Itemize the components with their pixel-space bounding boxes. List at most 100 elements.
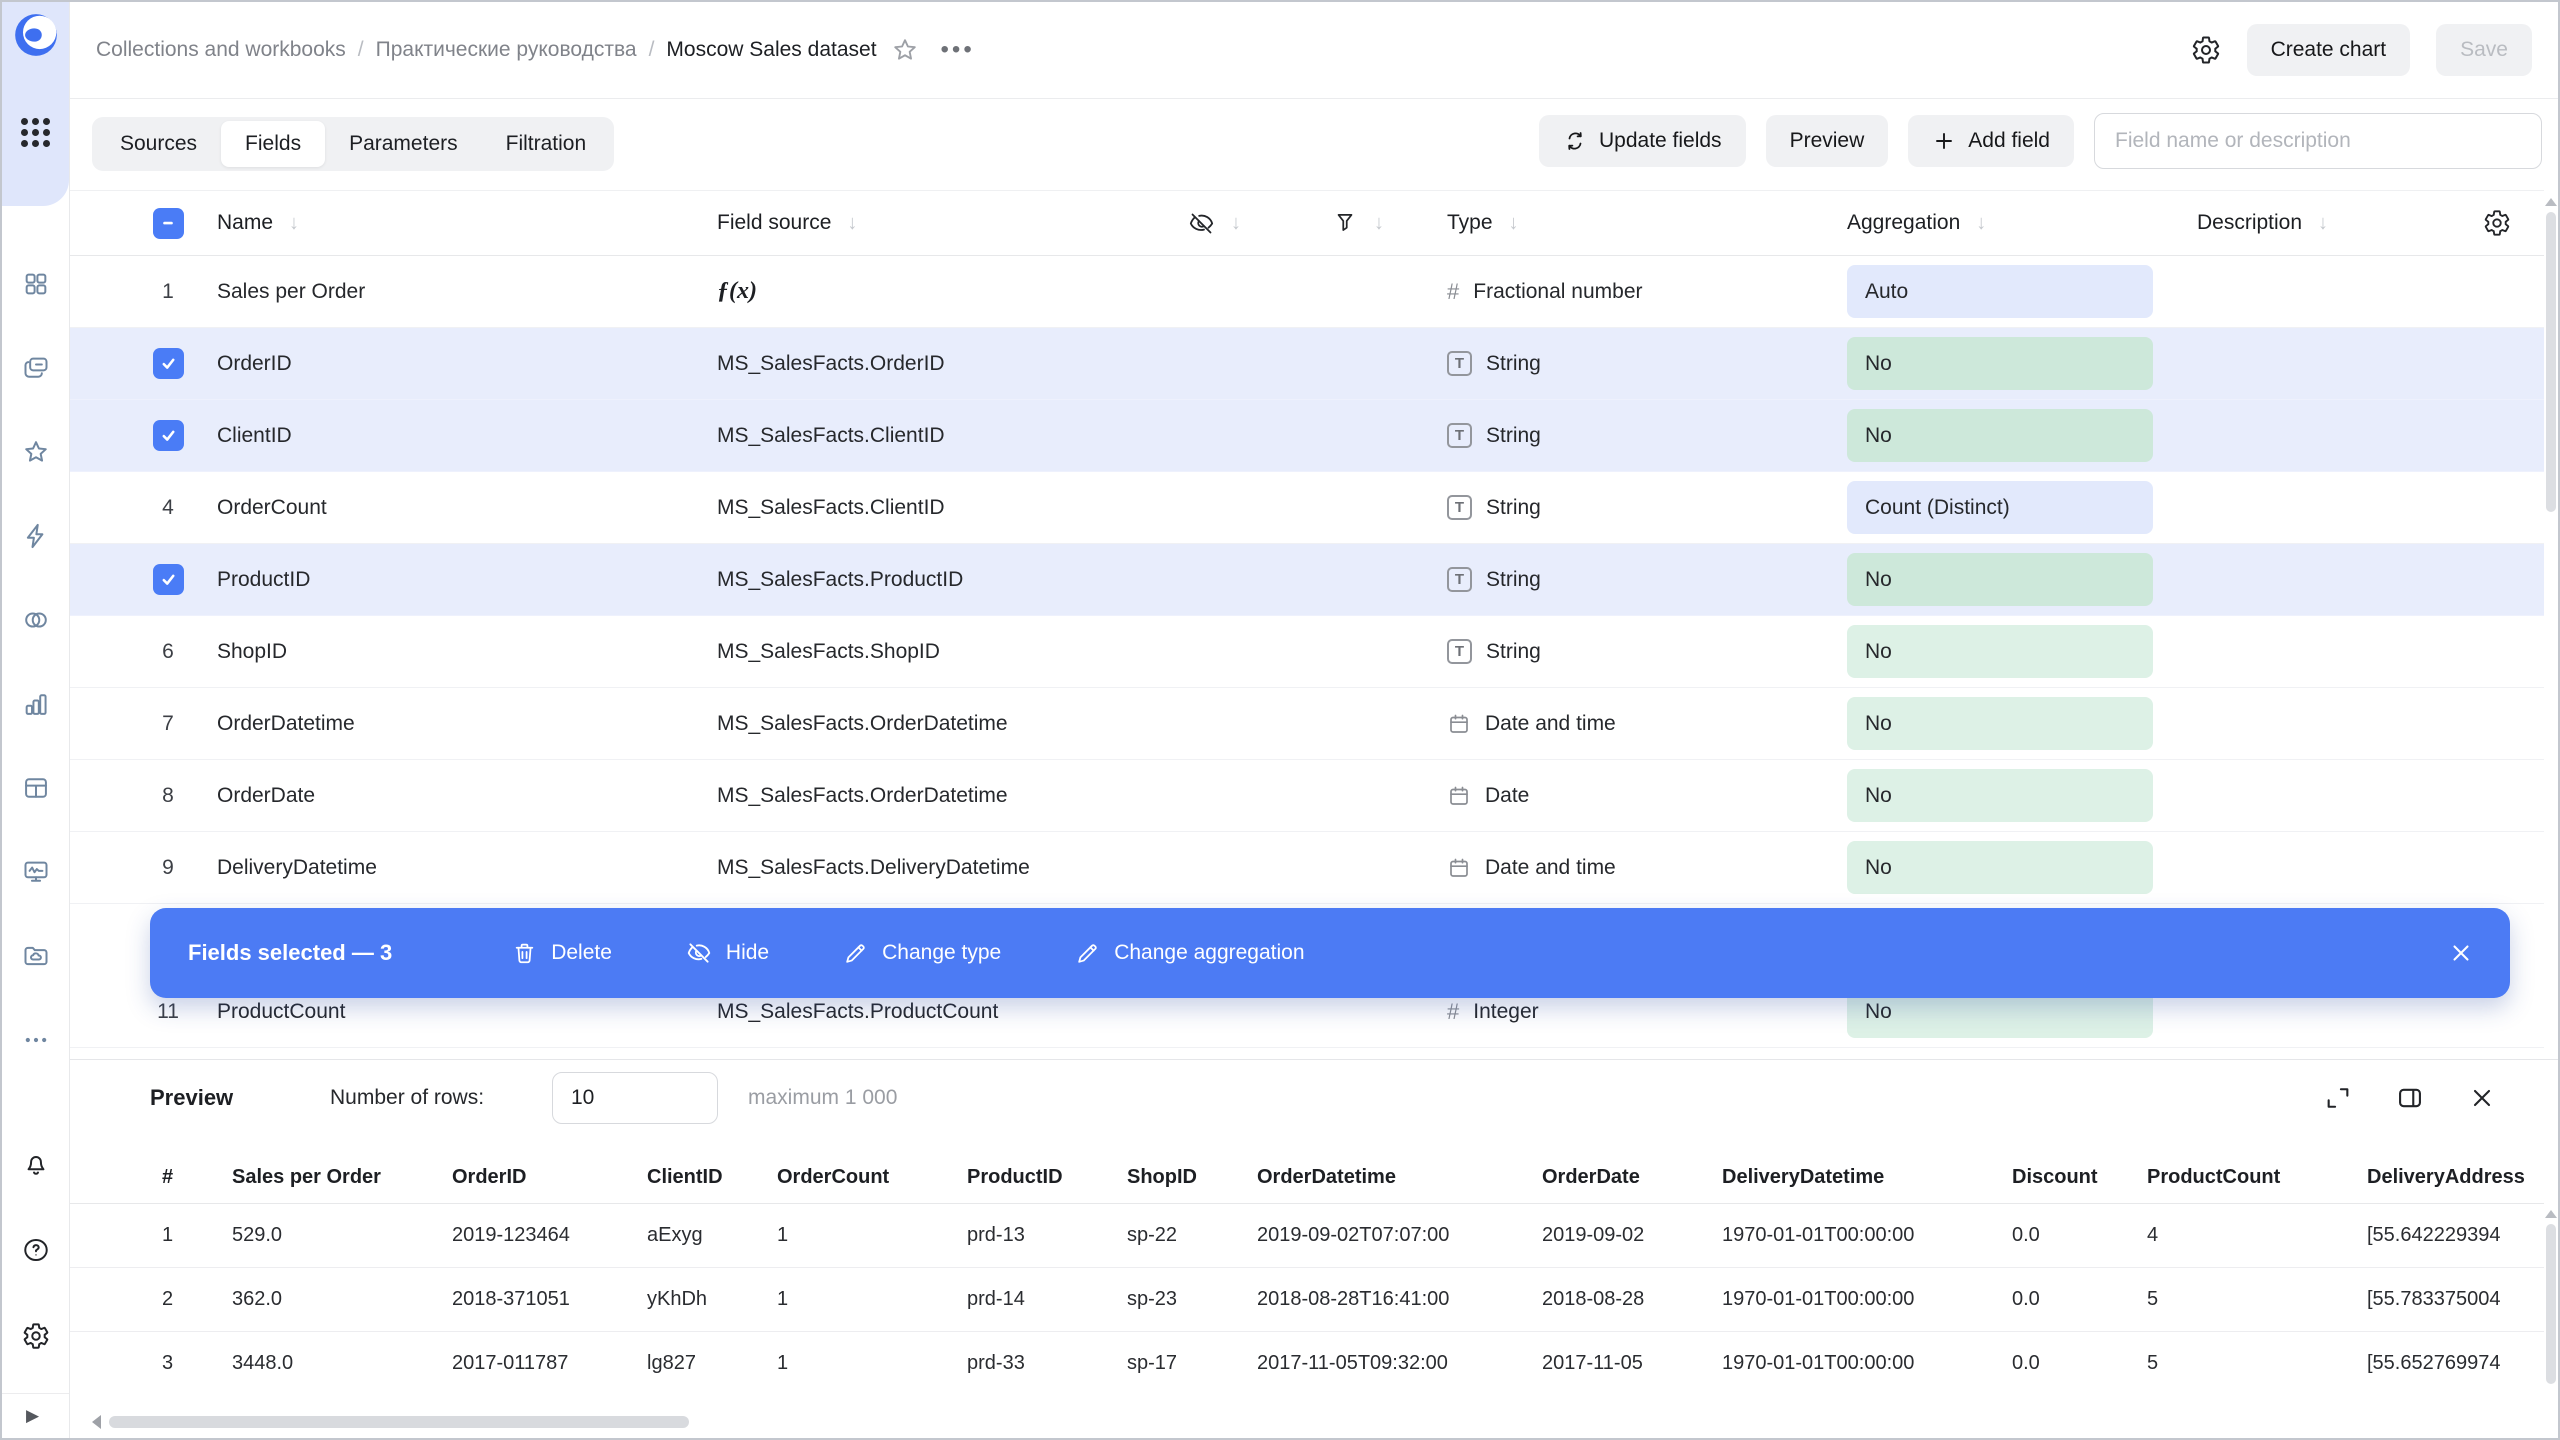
field-row[interactable]: ProductID MS_SalesFacts.ProductID T Strin… [70, 544, 2544, 616]
field-search-input[interactable] [2094, 113, 2542, 169]
apps-grid-icon[interactable] [21, 118, 50, 147]
column-header-name[interactable]: Name ↓ [217, 211, 300, 234]
preview-cell: 3448.0 [232, 1352, 294, 1374]
aggregation-select[interactable]: No [1847, 769, 2153, 822]
breadcrumb-workbook[interactable]: Практические руководства [375, 38, 637, 61]
field-row[interactable]: 4 OrderCount MS_SalesFacts.ClientID T Str… [70, 472, 2544, 544]
fields-table-header: Name ↓ Field source ↓ ↓ ↓ Type ↓ Aggregatio… [70, 190, 2544, 256]
favorite-star-icon[interactable] [891, 36, 919, 64]
aggregation-select[interactable]: No [1847, 697, 2153, 750]
row-checkbox[interactable] [146, 400, 190, 471]
field-row[interactable]: 9 DeliveryDatetime MS_SalesFacts.Deliver… [70, 832, 2544, 904]
preview-cell: 4 [2147, 1224, 2159, 1246]
preview-scrollbar[interactable] [2545, 1210, 2557, 1438]
row-index[interactable]: 6 [162, 639, 174, 663]
field-row[interactable]: OrderID MS_SalesFacts.OrderID T String No [70, 328, 2544, 400]
close-preview-icon[interactable] [2468, 1084, 2496, 1112]
save-button[interactable]: Save [2436, 24, 2532, 76]
fields-scrollbar[interactable] [2545, 198, 2557, 1048]
preview-row: 3 3448.0 2017-011787 lg827 1 prd-33 sp-17 2017-… [70, 1332, 2544, 1392]
create-chart-button[interactable]: Create chart [2246, 24, 2411, 76]
dock-right-icon[interactable] [2396, 1084, 2424, 1112]
scroll-up-arrow-icon [2545, 1210, 2557, 1218]
tab-filtration[interactable]: Filtration [505, 132, 587, 155]
breadcrumb: Collections and workbooks / Практические… [96, 38, 877, 62]
preview-cell: 2 [162, 1288, 174, 1310]
hide-action[interactable]: Hide [686, 940, 769, 966]
dashboards-monitor-icon[interactable] [22, 858, 50, 886]
row-index[interactable]: 7 [162, 711, 174, 735]
column-header-type[interactable]: Type ↓ [1447, 211, 1519, 234]
checkbox-checked-icon[interactable] [152, 420, 184, 451]
datalens-logo-icon[interactable] [11, 10, 61, 60]
field-row[interactable]: ClientID MS_SalesFacts.ClientID T String … [70, 400, 2544, 472]
refresh-icon [1563, 129, 1587, 153]
aggregation-select[interactable]: Count (Distinct) [1847, 481, 2153, 534]
storage-folder-icon[interactable] [22, 942, 50, 970]
dataset-settings-gear-icon[interactable] [2191, 35, 2221, 65]
row-index[interactable]: 9 [162, 855, 174, 879]
column-header-aggregation[interactable]: Aggregation ↓ [1847, 211, 1987, 234]
checkbox-indeterminate-icon [152, 207, 184, 239]
row-index[interactable]: 8 [162, 783, 174, 807]
field-name: OrderCount [217, 495, 327, 519]
aggregation-select[interactable]: No [1847, 625, 2153, 678]
connections-bolt-icon[interactable] [22, 522, 50, 550]
column-header-filter[interactable]: ↓ [1332, 191, 1384, 255]
datasets-circles-icon[interactable] [22, 606, 50, 634]
aggregation-select[interactable]: No [1847, 553, 2153, 606]
add-field-button[interactable]: Add field [1908, 115, 2074, 167]
tables-icon[interactable] [22, 774, 50, 802]
aggregation-select[interactable]: No [1847, 841, 2153, 894]
field-row[interactable]: 1 Sales per Order ƒ(x) # Fractional numbe… [70, 256, 2544, 328]
field-type: # Integer [1447, 998, 1539, 1024]
update-fields-button[interactable]: Update fields [1538, 115, 1746, 167]
aggregation-select[interactable]: No [1847, 409, 2153, 462]
rows-count-input[interactable] [552, 1072, 718, 1124]
objects-grid-icon[interactable] [22, 270, 50, 298]
column-header-hidden[interactable]: ↓ [1188, 191, 1241, 255]
settings-gear-icon[interactable] [22, 1322, 50, 1350]
notifications-bell-icon[interactable] [22, 1150, 50, 1178]
scrollbar-thumb [109, 1416, 689, 1428]
help-icon[interactable] [22, 1236, 50, 1264]
field-row[interactable]: 6 ShopID MS_SalesFacts.ShopID T String No [70, 616, 2544, 688]
field-row[interactable]: 8 OrderDate MS_SalesFacts.OrderDatetime … [70, 760, 2544, 832]
row-index[interactable]: 4 [162, 495, 174, 519]
more-actions-icon[interactable]: ••• [940, 36, 975, 63]
preview-button[interactable]: Preview [1765, 115, 1889, 167]
checkbox-checked-icon[interactable] [152, 564, 184, 595]
row-checkbox[interactable] [146, 328, 190, 399]
checkbox-checked-icon[interactable] [152, 348, 184, 379]
row-checkbox[interactable] [146, 544, 190, 615]
change-type-action[interactable]: Change type [843, 941, 1001, 966]
expand-preview-icon[interactable] [2324, 1084, 2352, 1112]
row-index[interactable]: 11 [157, 999, 179, 1023]
column-header-description[interactable]: Description ↓ [2197, 211, 2329, 234]
change-aggregation-action[interactable]: Change aggregation [1075, 941, 1305, 966]
preview-column-header: ClientID [647, 1166, 723, 1188]
delete-action[interactable]: Delete [512, 941, 612, 966]
field-row[interactable]: 7 OrderDatetime MS_SalesFacts.OrderDatet… [70, 688, 2544, 760]
tab-fields[interactable]: Fields [221, 121, 326, 167]
horizontal-scrollbar[interactable] [92, 1415, 2534, 1429]
table-settings-gear-icon[interactable] [2483, 191, 2511, 255]
charts-bars-icon[interactable] [22, 690, 50, 718]
more-dots-icon[interactable] [22, 1026, 50, 1054]
collections-icon[interactable] [22, 354, 50, 382]
row-index[interactable]: 1 [162, 279, 174, 303]
close-selection-icon[interactable] [2448, 940, 2474, 966]
tab-sources[interactable]: Sources [120, 132, 198, 155]
favorites-star-icon[interactable] [22, 438, 50, 466]
aggregation-select[interactable]: Auto [1847, 265, 2153, 318]
preview-row: 1 529.0 2019-123464 aExyg 1 prd-13 sp-22 2019-0… [70, 1204, 2544, 1268]
plus-icon [1932, 129, 1956, 153]
aggregation-select[interactable]: No [1847, 337, 2153, 390]
tab-parameters[interactable]: Parameters [349, 132, 458, 155]
breadcrumb-collections[interactable]: Collections and workbooks [96, 38, 346, 61]
preview-row: 2 362.0 2018-371051 yKhDh 1 prd-14 sp-23 2018-0… [70, 1268, 2544, 1332]
preview-cell: 1 [777, 1288, 789, 1310]
expand-sidebar-icon[interactable]: ▶ [26, 1406, 40, 1425]
select-all-checkbox[interactable] [146, 191, 190, 255]
column-header-field-source[interactable]: Field source ↓ [717, 211, 858, 234]
